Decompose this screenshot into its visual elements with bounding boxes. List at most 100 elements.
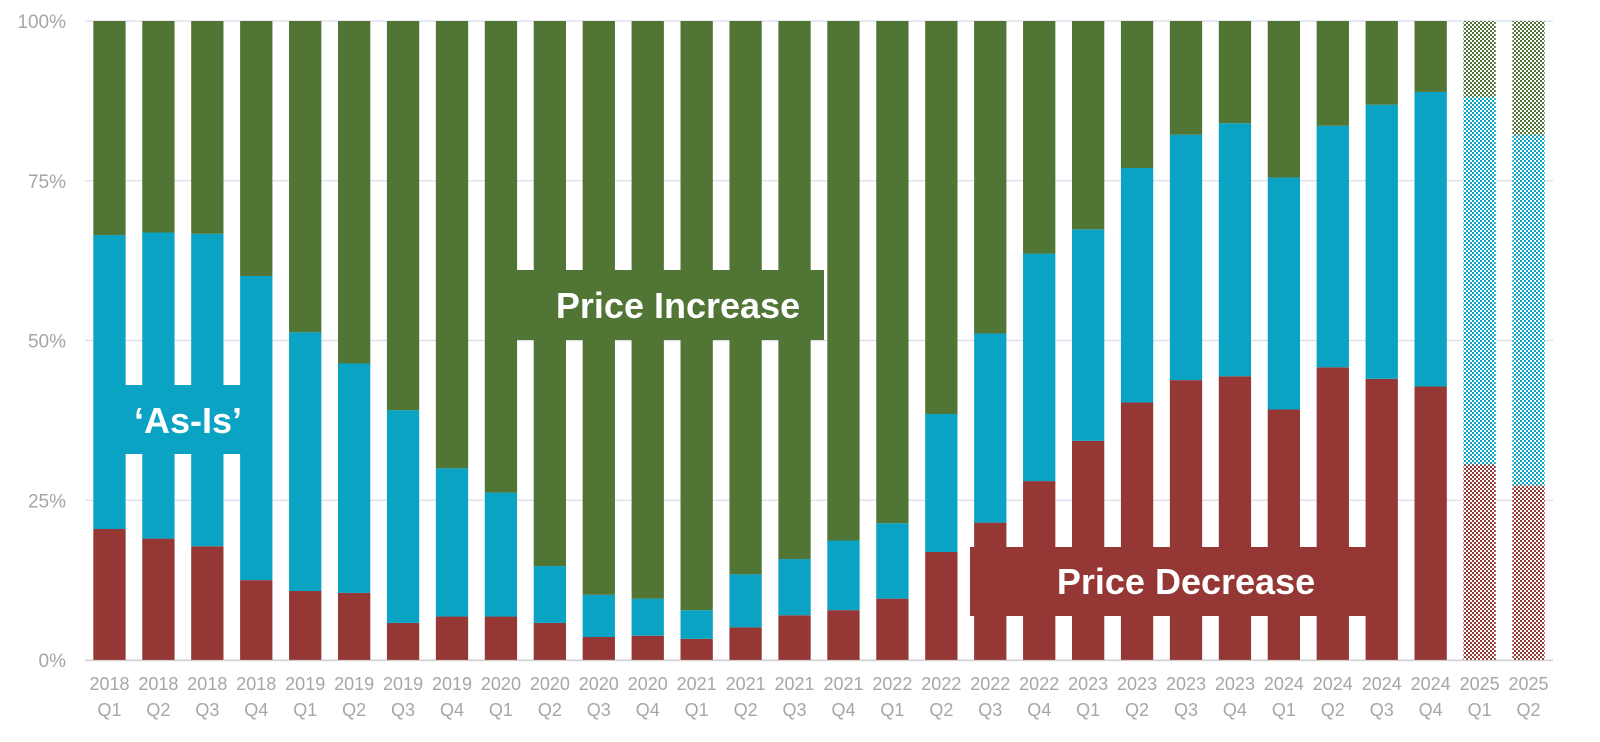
- bar-segment-price-decrease: [191, 546, 224, 660]
- x-tick-label-quarter: Q3: [195, 700, 219, 720]
- bar-segment-price-decrease: [1218, 376, 1252, 660]
- x-tick-label-quarter: Q1: [880, 700, 904, 720]
- bar-segment-price-increase: [827, 21, 860, 541]
- bar-segment-price-decrease: [337, 592, 371, 660]
- x-tick-label-quarter: Q1: [293, 700, 317, 720]
- bar-segment-price-increase: [876, 21, 909, 524]
- x-tick-label-year: 2020: [481, 674, 521, 694]
- bar-segment-price-increase: [93, 21, 126, 236]
- bar-segment-price-decrease: [876, 598, 909, 660]
- x-tick-label-quarter: Q4: [636, 700, 660, 720]
- annotation-as-is-text: ‘As-Is’: [134, 400, 242, 441]
- x-tick-label-quarter: Q3: [1370, 700, 1394, 720]
- bar-segment-price-increase: [240, 21, 273, 276]
- bar-segment-as-is: [925, 413, 958, 553]
- bar-segment-as-is: [1169, 134, 1203, 381]
- x-tick-label-quarter: Q2: [1125, 700, 1149, 720]
- bar-segment-price-decrease: [1120, 402, 1154, 660]
- annotation-price-decrease: Price Decrease: [970, 547, 1390, 616]
- x-tick-label-quarter: Q1: [1076, 700, 1100, 720]
- bar-segment-price-decrease: [680, 638, 713, 660]
- x-tick-label-year: 2018: [89, 674, 129, 694]
- x-tick-label-quarter: Q3: [978, 700, 1002, 720]
- x-tick-label-quarter: Q1: [97, 700, 121, 720]
- bar-segment-as-is: [680, 610, 713, 639]
- x-tick-label-quarter: Q4: [1223, 700, 1247, 720]
- bar-segment-as-is: [1365, 104, 1398, 379]
- bar-segment-price-increase: [1463, 21, 1496, 98]
- x-tick-label-year: 2018: [187, 674, 227, 694]
- x-tick-label-quarter: Q3: [587, 700, 611, 720]
- y-tick-label: 0%: [39, 651, 67, 672]
- x-tick-label-year: 2023: [1166, 674, 1206, 694]
- x-tick-label-quarter: Q2: [146, 700, 170, 720]
- annotation-price-decrease-text: Price Decrease: [1057, 561, 1315, 602]
- y-tick-label: 75%: [28, 172, 66, 193]
- bar-segment-price-increase: [1414, 21, 1447, 92]
- bar-segment-as-is: [484, 492, 518, 617]
- bar-segment-price-decrease: [533, 622, 567, 660]
- bar-segment-price-increase: [1218, 21, 1252, 124]
- bar-segment-price-increase: [925, 21, 958, 414]
- bar-segment-as-is: [1218, 123, 1252, 377]
- bar-segment-price-increase: [337, 21, 371, 364]
- bar-segment-price-increase: [1365, 21, 1398, 105]
- x-tick-label-year: 2018: [236, 674, 276, 694]
- bar-segment-as-is: [1512, 134, 1545, 486]
- x-tick-label-quarter: Q4: [1027, 700, 1051, 720]
- x-tick-label-year: 2025: [1460, 674, 1500, 694]
- bar-segment-as-is: [435, 468, 469, 617]
- y-tick-label: 25%: [28, 491, 66, 512]
- bar-segment-price-increase: [1023, 21, 1056, 254]
- bar-segment-as-is: [1023, 253, 1056, 482]
- bar-segment-as-is: [1414, 91, 1447, 387]
- y-axis: 0% 25% 50% 75% 100%: [17, 12, 66, 672]
- bar-segment-price-decrease: [582, 636, 615, 660]
- bar-segment-as-is: [827, 540, 860, 611]
- x-tick-label-quarter: Q2: [342, 700, 366, 720]
- x-tick-label-year: 2023: [1215, 674, 1255, 694]
- bar-segment-as-is: [876, 523, 909, 599]
- bar-segment-price-decrease: [93, 529, 126, 660]
- bar-segment-price-decrease: [240, 580, 273, 660]
- bar-segment-price-increase: [435, 21, 469, 469]
- bar-segment-price-decrease: [631, 635, 664, 660]
- bar-segment-price-decrease: [827, 610, 860, 660]
- bar-segment-price-decrease: [1365, 378, 1398, 660]
- x-tick-label-quarter: Q3: [391, 700, 415, 720]
- x-tick-label-year: 2022: [1019, 674, 1059, 694]
- x-tick-label-quarter: Q4: [244, 700, 268, 720]
- x-tick-label-quarter: Q1: [1468, 700, 1492, 720]
- bar-segment-price-decrease: [925, 552, 958, 660]
- x-tick-label-year: 2024: [1313, 674, 1353, 694]
- bar-segment-price-decrease: [1169, 380, 1203, 660]
- bar-segment-price-increase: [1512, 21, 1545, 135]
- bar-segment-as-is: [337, 363, 371, 593]
- y-tick-label: 50%: [28, 332, 66, 353]
- x-tick-label-year: 2019: [285, 674, 325, 694]
- bar-segment-price-decrease: [1316, 367, 1349, 660]
- x-tick-label-year: 2019: [334, 674, 374, 694]
- x-tick-label-year: 2021: [677, 674, 717, 694]
- bar-segment-price-increase: [1316, 21, 1349, 126]
- bar-segment-price-increase: [289, 21, 322, 333]
- annotation-price-increase-text: Price Increase: [556, 285, 800, 326]
- bar-segment-price-increase: [191, 21, 224, 234]
- x-tick-label-year: 2023: [1117, 674, 1157, 694]
- bar-segment-price-decrease: [1414, 386, 1447, 660]
- x-tick-label-quarter: Q2: [929, 700, 953, 720]
- bar-segment-price-decrease: [778, 615, 811, 660]
- x-tick-label-quarter: Q2: [538, 700, 562, 720]
- bar-segment-price-decrease: [729, 627, 762, 660]
- x-tick-label-quarter: Q2: [1517, 700, 1541, 720]
- bar-segment-price-increase: [142, 21, 175, 233]
- x-tick-label-year: 2024: [1362, 674, 1402, 694]
- x-tick-label-quarter: Q1: [489, 700, 513, 720]
- x-tick-label-year: 2023: [1068, 674, 1108, 694]
- x-tick-label-year: 2024: [1411, 674, 1451, 694]
- x-tick-label-year: 2019: [383, 674, 423, 694]
- bars: [93, 21, 1545, 660]
- bar-segment-as-is: [778, 559, 811, 616]
- bar-segment-price-decrease: [484, 616, 518, 660]
